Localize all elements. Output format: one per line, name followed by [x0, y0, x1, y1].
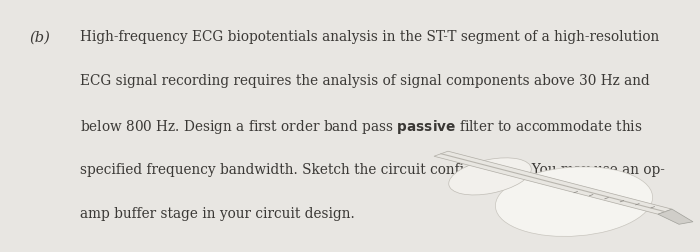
Ellipse shape	[496, 167, 652, 236]
Text: (b): (b)	[29, 30, 50, 44]
Text: ECG signal recording requires the analysis of signal components above 30 Hz and: ECG signal recording requires the analys…	[80, 74, 650, 88]
Ellipse shape	[449, 158, 531, 195]
Text: High-frequency ECG biopotentials analysis in the ST-T segment of a high-resoluti: High-frequency ECG biopotentials analysi…	[80, 30, 659, 44]
Polygon shape	[434, 151, 672, 214]
Polygon shape	[658, 209, 693, 224]
Text: below 800 Hz. Design a first order band pass $\mathbf{passive}$ filter to accomm: below 800 Hz. Design a first order band …	[80, 118, 643, 136]
Text: amp buffer stage in your circuit design.: amp buffer stage in your circuit design.	[80, 207, 355, 221]
Text: specified frequency bandwidth. Sketch the circuit configuration. You may use an : specified frequency bandwidth. Sketch th…	[80, 163, 666, 177]
